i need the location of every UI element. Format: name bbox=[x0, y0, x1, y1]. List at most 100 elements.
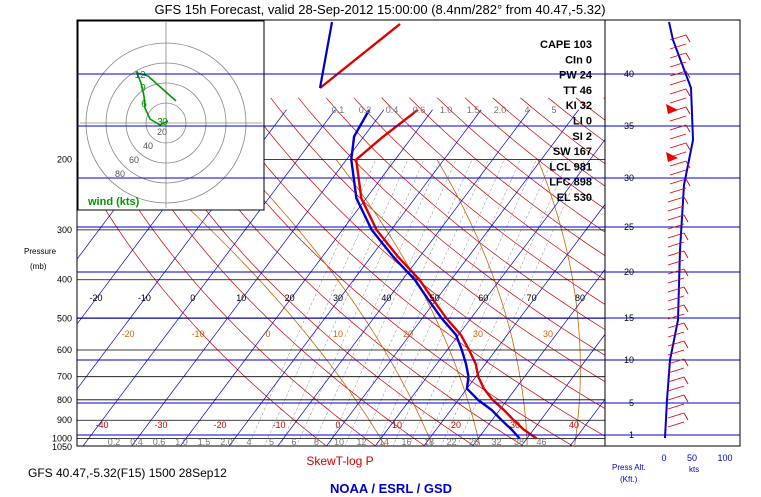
wind-barb-feather bbox=[683, 358, 689, 367]
mixing-ratio-line bbox=[280, 159, 409, 446]
dry-adiabat bbox=[381, 97, 605, 281]
hodograph-ring-label: 60 bbox=[129, 155, 139, 165]
wind-barb-feather bbox=[685, 142, 691, 151]
index-entry-el: EL 530 bbox=[557, 192, 592, 204]
isotherm-label-upper: 80 bbox=[575, 293, 585, 303]
wind-barb bbox=[667, 205, 685, 212]
wind-barb bbox=[667, 367, 685, 374]
wind-barb bbox=[667, 394, 685, 401]
wind-barb bbox=[669, 52, 687, 59]
isotherm-label-lower: -40 bbox=[95, 420, 108, 430]
wind-barb bbox=[669, 178, 687, 185]
wind-barb bbox=[667, 268, 685, 275]
isotherm bbox=[374, 138, 605, 446]
isotherm-label-upper: 60 bbox=[478, 293, 488, 303]
y-axis-label-mb: (mb) bbox=[30, 262, 47, 271]
wind-barb bbox=[669, 124, 687, 131]
wind-barb bbox=[669, 70, 687, 77]
adiabat-label: -10 bbox=[191, 329, 204, 339]
mixing-ratio-line bbox=[328, 159, 457, 446]
temperature-profile-upper bbox=[319, 23, 401, 89]
wind-barb bbox=[667, 241, 685, 248]
adiabat-label: 0 bbox=[265, 329, 270, 339]
mixing-ratio-line bbox=[296, 159, 425, 446]
wind-barb bbox=[667, 277, 685, 284]
wind-barb-feather bbox=[683, 232, 689, 241]
isotherm-label-upper: 50 bbox=[430, 293, 440, 303]
mixing-ratio-label-bottom: 14 bbox=[379, 437, 389, 447]
dewpoint-profile-upper bbox=[318, 21, 334, 89]
hodograph-ring-label: 20 bbox=[157, 127, 167, 137]
wind-barb bbox=[667, 250, 685, 257]
hodograph-point-label: 9 bbox=[140, 83, 146, 94]
wind-barb bbox=[667, 322, 685, 329]
mixing-ratio-label-bottom: 12 bbox=[356, 437, 366, 447]
altitude-label: 35 bbox=[624, 121, 634, 131]
wind-barb bbox=[669, 34, 687, 41]
hodograph-trace bbox=[135, 71, 177, 126]
pressure-tick-label: 300 bbox=[57, 225, 72, 235]
hodograph-point-label: 0 bbox=[162, 117, 168, 128]
wind-barb bbox=[667, 331, 685, 338]
wind-barb bbox=[667, 421, 685, 428]
mixing-ratio-label-top: 1.0 bbox=[440, 105, 453, 115]
isotherm-label-lower: 10 bbox=[392, 420, 402, 430]
wind-barb-feather bbox=[683, 304, 689, 313]
mixing-ratio-label-bottom: 10 bbox=[334, 437, 344, 447]
mixing-ratio-label-top: 0.1 bbox=[332, 105, 345, 115]
mixing-ratio-label-bottom: 46 bbox=[536, 437, 546, 447]
isotherm-label-upper: 30 bbox=[333, 293, 343, 303]
mixing-ratio-label-top: 5 bbox=[551, 105, 556, 115]
wind-barb bbox=[669, 88, 687, 95]
wind-panel-frame bbox=[604, 19, 741, 447]
index-entry-ki: KI 32 bbox=[566, 100, 592, 112]
pressure-tick-label: 900 bbox=[57, 415, 72, 425]
altitude-label: 25 bbox=[624, 222, 634, 232]
mixing-ratio-line bbox=[440, 159, 569, 446]
wind-barb-feather bbox=[685, 34, 691, 43]
mixing-ratio-label-bottom: 22 bbox=[446, 437, 456, 447]
wind-barb bbox=[667, 358, 685, 365]
moist-adiabat bbox=[537, 159, 581, 446]
wind-barb-feather bbox=[685, 106, 691, 115]
isotherm bbox=[520, 333, 605, 446]
wind-barb bbox=[669, 43, 687, 50]
wind-barb bbox=[669, 133, 687, 140]
wind-barb bbox=[667, 376, 685, 383]
moist-adiabat bbox=[335, 159, 481, 446]
wind-barb bbox=[667, 223, 685, 230]
isotherm-label-upper: 0 bbox=[190, 293, 195, 303]
pressure-tick-label: 1050 bbox=[52, 442, 72, 452]
isotherm bbox=[179, 109, 433, 446]
isotherm-label-lower: 20 bbox=[451, 420, 461, 430]
wind-barb-feather bbox=[683, 250, 689, 259]
wind-barb-feather bbox=[683, 412, 689, 421]
wind-barb bbox=[669, 169, 687, 176]
hodograph-rings: 20 40 60 80 12 9 63 0 bbox=[80, 22, 262, 208]
kft-label: (Kft.) bbox=[620, 475, 638, 484]
hodograph-point-label: 6 bbox=[141, 99, 147, 110]
pressure-tick-label: 400 bbox=[57, 275, 72, 285]
wind-barb bbox=[669, 97, 687, 104]
isotherm-label-lower: -30 bbox=[154, 420, 167, 430]
wind-barb bbox=[667, 259, 685, 266]
mixing-ratio-label-bottom: 6 bbox=[291, 437, 296, 447]
mixing-ratio-line bbox=[344, 159, 473, 446]
mixing-ratio-label-bottom: 4 bbox=[246, 437, 251, 447]
wind-barb-feather bbox=[683, 340, 689, 349]
wind-barb bbox=[667, 295, 685, 302]
index-entry-cape: CAPE 103 bbox=[540, 39, 592, 51]
mixing-ratio-label-bottom: 0.2 bbox=[108, 437, 121, 447]
wind-speed-tick-label: 0 bbox=[661, 453, 666, 463]
altitude-label: 1 bbox=[629, 430, 634, 440]
index-entry-cin: CIn 0 bbox=[565, 54, 592, 66]
dewpoint-profile bbox=[350, 109, 521, 440]
mixing-ratio-line bbox=[376, 159, 505, 446]
wind-barb-feather bbox=[683, 322, 689, 331]
dry-adiabat bbox=[436, 97, 605, 233]
wind-barb-feather bbox=[683, 214, 689, 223]
mixing-ratio-label-bottom: 0.4 bbox=[130, 437, 143, 447]
index-entry-tt: TT 46 bbox=[563, 85, 592, 97]
hodograph-point-label: 3 bbox=[157, 117, 163, 128]
wind-barb bbox=[667, 304, 685, 311]
